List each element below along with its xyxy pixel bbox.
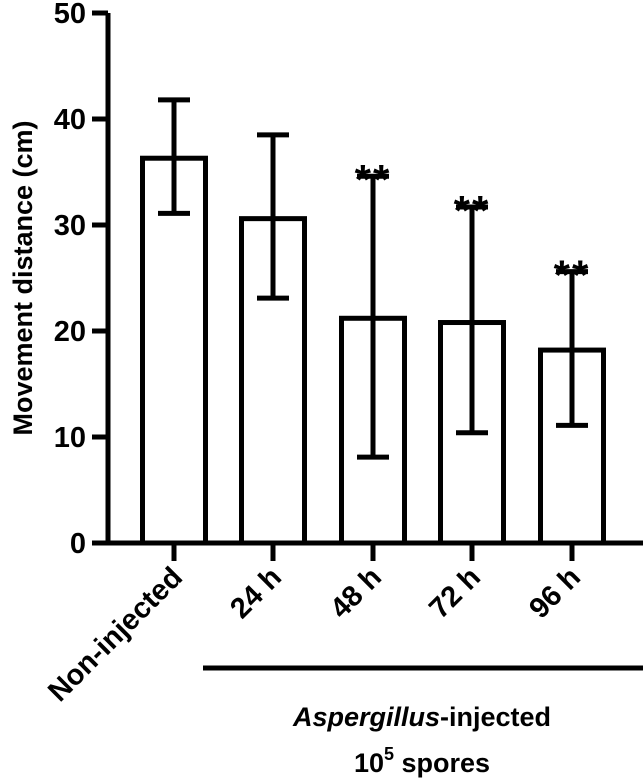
bar-group xyxy=(239,132,307,546)
bar xyxy=(140,155,208,546)
y-tick-label: 10 xyxy=(54,422,86,454)
significance-marker: ** xyxy=(554,252,591,299)
group-label-sup: 5 xyxy=(384,744,394,764)
y-axis: 0 10 20 30 40 50 xyxy=(54,0,111,560)
x-tick-label: 48 h xyxy=(324,561,388,625)
x-tick-label: 96 h xyxy=(523,561,587,625)
significance-marker: ** xyxy=(355,156,392,203)
x-tick-label: Non-injected xyxy=(42,561,189,708)
group-label-base: 10 xyxy=(354,748,384,778)
group-label-rest: -injected xyxy=(440,702,551,732)
group-label-spores: spores xyxy=(394,748,490,778)
bar-group: ** xyxy=(438,187,506,546)
y-tick-label: 50 xyxy=(54,0,86,30)
bar-group xyxy=(140,97,208,546)
group-label-line1: Aspergillus-injected xyxy=(292,702,551,732)
x-tick-label: 72 h xyxy=(423,561,487,625)
significance-marker: ** xyxy=(454,187,491,234)
y-tick-label: 0 xyxy=(70,528,86,560)
x-axis: Non-injected 24 h 48 h 72 h 96 h xyxy=(42,540,643,708)
y-tick-label: 30 xyxy=(54,210,86,242)
bars: ** ** ** xyxy=(140,97,606,546)
x-tick-label: 24 h xyxy=(224,561,288,625)
group-label-italic: Aspergillus xyxy=(292,702,440,732)
y-tick-label: 20 xyxy=(54,316,86,348)
y-axis-label: Movement distance (cm) xyxy=(8,120,38,435)
bar-group: ** xyxy=(339,156,407,546)
bar-group: ** xyxy=(538,252,606,546)
y-tick-label: 40 xyxy=(54,104,86,136)
group-label-line2: 105 spores xyxy=(354,744,490,778)
